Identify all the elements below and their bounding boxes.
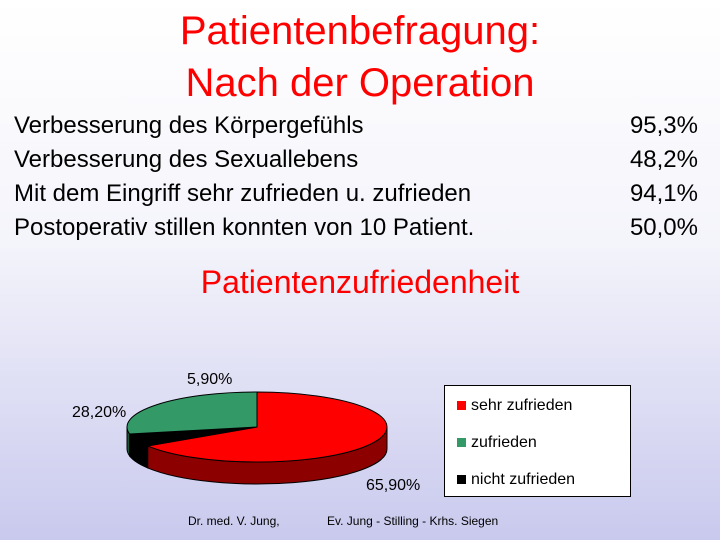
legend-label: nicht zufrieden [471,471,576,488]
legend-item-sehr-zufrieden: sehr zufrieden [457,397,572,415]
legend-swatch-red [457,401,466,411]
legend-swatch-green [457,438,466,448]
stat-value-satisfaction: 94,1% [629,180,698,207]
footer-institution: Ev. Jung - Stilling - Krhs. Siegen [327,514,499,528]
pie-chart [126,391,388,485]
stat-value-sex-life: 48,2% [629,146,698,173]
stat-label-satisfaction: Mit dem Eingriff sehr zufrieden u. zufri… [14,180,472,207]
footer-author: Dr. med. V. Jung, [188,514,280,528]
chart-legend: sehr zufrieden zufrieden nicht zufrieden [444,385,631,497]
legend-label: zufrieden [471,434,537,451]
stat-label-breastfeeding: Postoperativ stillen konnten von 10 Pati… [14,214,475,241]
legend-label: sehr zufrieden [471,397,573,414]
chart-title: Patientenzufriedenheit [200,264,520,300]
legend-swatch-black [457,475,466,485]
pie-slice-sehr-zufrieden [145,391,388,463]
stat-label-sex-life: Verbesserung des Sexuallebens [14,146,359,173]
stat-value-body-image: 95,3% [629,112,698,139]
data-label-sehr-zufrieden: 65,90% [366,477,421,494]
pie-slice-zufrieden [126,391,258,435]
page-title-line2: Nach der Operation [185,61,535,105]
legend-item-nicht-zufrieden: nicht zufrieden [457,471,575,489]
page-title-line1: Patientenbefragung: [179,9,541,53]
stat-label-body-image: Verbesserung des Körpergefühls [14,112,364,139]
data-label-zufrieden: 28,20% [72,404,127,421]
legend-item-zufrieden: zufrieden [457,434,537,452]
data-label-nicht-zufrieden: 5,90% [187,371,233,388]
stat-value-breastfeeding: 50,0% [629,214,698,241]
